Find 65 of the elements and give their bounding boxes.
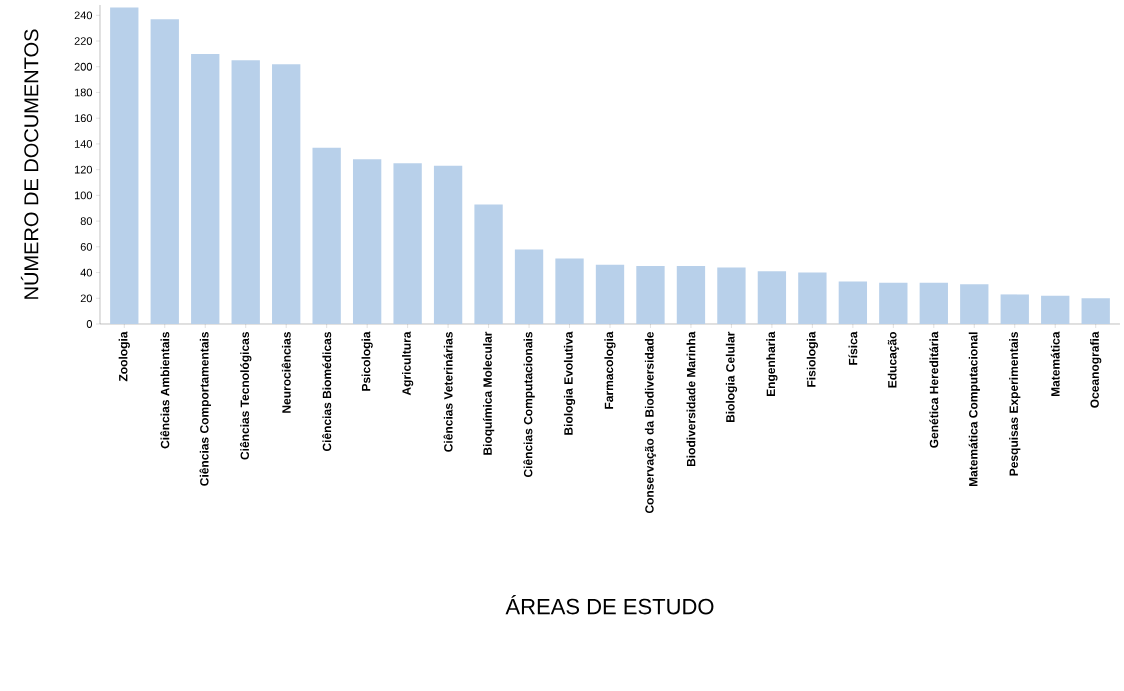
bar bbox=[272, 64, 301, 324]
bar bbox=[312, 147, 341, 324]
bar bbox=[960, 284, 989, 324]
x-tick-label: Genética Hereditária bbox=[929, 331, 939, 448]
x-tick-label: Ciências Computacionais bbox=[523, 332, 535, 478]
bar bbox=[757, 271, 787, 324]
x-axis-title: ÁREAS DE ESTUDO bbox=[505, 595, 714, 615]
y-tick-label: 200 bbox=[74, 62, 93, 71]
x-tick-label: Agricultura bbox=[402, 331, 414, 396]
x-tick-label: Zoologia bbox=[118, 331, 130, 382]
bar bbox=[393, 163, 422, 324]
x-tick-label: Conservação da Biodiversidade bbox=[644, 331, 657, 514]
bar bbox=[1081, 298, 1110, 324]
y-axis-title: NÚMERO DE DOCUMENTOS bbox=[20, 29, 39, 299]
y-tick-label: 60 bbox=[80, 242, 93, 251]
x-tick-label: Oceanografia bbox=[1090, 331, 1102, 408]
bar bbox=[798, 272, 827, 324]
x-tick-label: Ciências Veterinárias bbox=[443, 332, 453, 452]
y-tick-label: 220 bbox=[74, 37, 93, 45]
y-tick-label: 80 bbox=[80, 217, 93, 225]
y-tick-label: 160 bbox=[74, 114, 93, 123]
x-tick-label: Engenharia bbox=[766, 331, 778, 397]
x-tick-label: Matemática Computacional bbox=[968, 332, 980, 487]
x-tick-label: Psicologia bbox=[361, 331, 373, 391]
y-tick-label: 240 bbox=[74, 11, 93, 20]
bar bbox=[1041, 295, 1070, 324]
x-tick-label: Matemática bbox=[1050, 331, 1060, 397]
y-tick-label: 180 bbox=[74, 88, 93, 97]
x-tick-label: Física bbox=[848, 331, 858, 365]
y-tick-label: 40 bbox=[80, 268, 93, 277]
x-tick-label: Educação bbox=[887, 332, 899, 388]
bar bbox=[514, 249, 544, 324]
bar bbox=[150, 19, 179, 324]
x-tick-label: Biologia Evolutiva bbox=[563, 331, 576, 435]
bar bbox=[636, 266, 665, 324]
bar bbox=[919, 282, 948, 324]
bar bbox=[595, 264, 625, 324]
bar bbox=[191, 53, 220, 324]
bar bbox=[433, 165, 463, 324]
y-tick-label: 140 bbox=[74, 140, 93, 148]
bar bbox=[879, 282, 908, 324]
x-tick-label: Ciências Ambientais bbox=[160, 332, 170, 449]
y-tick-label: 120 bbox=[74, 165, 93, 174]
x-tick-label: Bioquímica Molecular bbox=[482, 331, 495, 455]
x-tick-label: Biodiversidade Marinha bbox=[686, 331, 696, 467]
bar bbox=[231, 60, 260, 324]
y-tick-label: 20 bbox=[80, 294, 93, 303]
x-tick-label: Pesquisas Experimentais bbox=[1009, 332, 1021, 476]
bar bbox=[110, 7, 139, 324]
bar bbox=[555, 258, 584, 324]
bar bbox=[474, 204, 503, 324]
x-tick-label: Ciências Biomédicas bbox=[322, 332, 332, 452]
x-tick-label: Ciências Comportamentais bbox=[199, 332, 211, 486]
x-tick-label: Ciências Tecnológicas bbox=[239, 332, 252, 460]
x-tick-label: Neurociências bbox=[281, 332, 291, 413]
bar bbox=[717, 267, 746, 324]
x-tick-label: Fisiologia bbox=[806, 331, 818, 387]
bar bbox=[676, 266, 706, 324]
bar bbox=[1000, 294, 1029, 324]
y-tick-label: 100 bbox=[74, 191, 93, 200]
x-tick-label: Farmacologia bbox=[604, 331, 616, 409]
y-tick-label: 0 bbox=[86, 320, 93, 328]
bar bbox=[352, 159, 382, 324]
bar bbox=[838, 281, 868, 324]
x-tick-label: Biologia Celular bbox=[725, 331, 738, 423]
